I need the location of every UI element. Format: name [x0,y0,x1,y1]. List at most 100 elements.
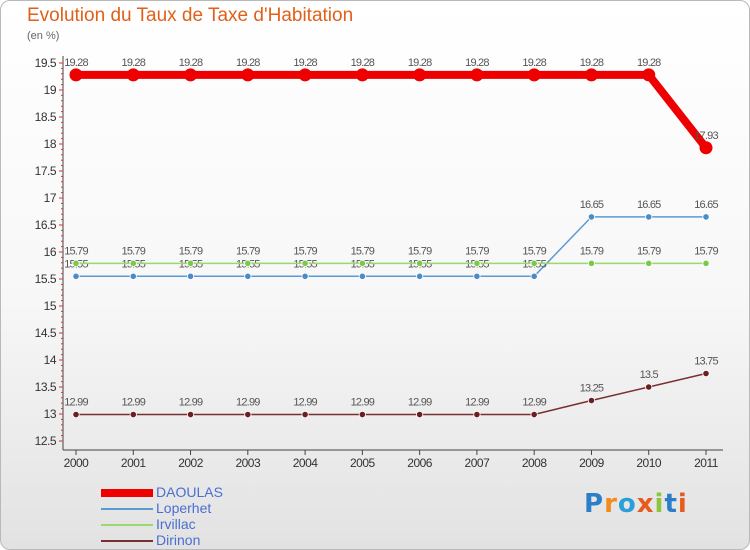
data-label-daoulas: 19.28 [637,57,661,69]
y-tick-label: 15 [44,299,57,313]
x-tick-label: 2006 [407,456,433,470]
y-tick-label: 13 [44,407,57,421]
x-tick-label: 2008 [522,456,548,470]
data-label-irvillac: 15.79 [637,245,661,257]
data-label-dirinon: 12.99 [64,397,88,409]
logo-letter: x [636,489,655,519]
data-point-loperhet [702,213,710,221]
data-point-dirinon [645,383,653,391]
data-label-dirinon: 12.99 [236,397,260,409]
data-label-dirinon: 12.99 [522,397,546,409]
data-point-daoulas [69,68,83,82]
data-label-irvillac: 15.79 [522,245,546,257]
x-tick-label: 2010 [636,456,662,470]
x-tick-label: 2011 [694,456,719,470]
data-label-dirinon: 12.99 [293,397,317,409]
x-tick-label: 2009 [579,456,605,470]
data-point-loperhet [645,213,653,221]
data-point-irvillac [645,259,653,267]
data-point-daoulas [355,68,369,82]
x-tick-label: 2003 [235,456,261,470]
data-point-dirinon [416,410,424,419]
data-point-dirinon [72,410,80,419]
data-point-daoulas [241,68,255,82]
legend-label: Dirinon [156,532,201,548]
data-point-dirinon [530,410,538,419]
y-tick-label: 18 [44,137,57,151]
data-label-dirinon: 12.99 [408,397,432,409]
data-point-loperhet [358,272,366,280]
y-tick-label: 17.5 [35,164,57,178]
data-point-irvillac [129,259,137,267]
data-label-irvillac: 15.79 [580,245,604,257]
y-tick-label: 15.5 [35,272,57,286]
logo-letter: P [584,489,605,519]
legend-swatch [101,540,153,542]
data-label-daoulas: 17.93 [694,130,718,142]
legend-item: DAOULAS [101,484,301,501]
y-tick-label: 12.5 [35,434,57,448]
legend-swatch [101,508,153,510]
y-tick-label: 19.5 [35,56,57,70]
data-point-daoulas [298,68,312,82]
data-label-irvillac: 15.79 [179,245,203,257]
data-label-daoulas: 19.28 [351,57,375,69]
data-label-daoulas: 19.28 [64,57,88,69]
legend-swatch [101,489,153,497]
data-point-loperhet [530,272,538,280]
data-label-irvillac: 15.79 [64,245,88,257]
data-label-dirinon: 12.99 [465,397,489,409]
data-point-loperhet [416,272,424,280]
data-label-irvillac: 15.79 [293,245,317,257]
data-point-irvillac [358,259,366,267]
data-point-dirinon [301,410,309,419]
data-point-loperhet [587,213,596,221]
x-tick-label: 2004 [293,456,319,470]
data-point-daoulas [584,68,598,82]
legend-item: Dirinon [101,532,301,549]
data-point-loperhet [186,272,195,280]
data-point-daoulas [699,141,713,155]
data-label-irvillac: 15.79 [408,245,432,257]
data-label-irvillac: 15.79 [465,245,489,257]
x-tick-label: 2005 [350,456,376,470]
data-label-daoulas: 19.28 [465,57,489,69]
x-tick-label: 2007 [465,456,491,470]
series-line-daoulas [72,70,710,152]
data-label-daoulas: 19.28 [236,57,260,69]
data-point-irvillac [416,259,424,267]
y-tick-label: 16 [44,245,57,259]
data-label-dirinon: 12.99 [179,397,203,409]
data-point-loperhet [129,272,137,280]
y-tick-label: 17 [44,191,57,205]
data-point-irvillac [186,259,195,267]
data-label-daoulas: 19.28 [293,57,317,69]
logo-letter: t [664,489,678,519]
logo-letter: i [654,489,665,519]
data-point-loperhet [473,272,481,280]
legend-label: Loperhet [156,500,212,516]
legend-item: Irvillac [101,516,301,533]
y-tick-label: 18.5 [35,110,57,124]
data-label-daoulas: 19.28 [122,57,146,69]
x-tick-label: 2000 [64,456,90,470]
data-point-dirinon [244,410,252,419]
x-tick-label: 2001 [121,456,147,470]
data-point-daoulas [126,68,140,82]
proxiti-logo: Proxiti [584,489,688,519]
legend-label: DAOULAS [156,484,223,500]
data-point-dirinon [587,396,596,405]
chart-title: Evolution du Taux de Taxe d'Habitation [27,5,354,26]
x-tick-label: 2002 [178,456,204,470]
legend-item: Loperhet [101,500,301,517]
data-point-dirinon [129,410,137,419]
data-label-dirinon: 13.25 [580,383,604,395]
data-label-irvillac: 15.79 [236,245,260,257]
y-tick-label: 16.5 [35,218,57,232]
logo-letter: o [617,489,637,519]
logo-letter: r [604,489,618,519]
data-label-daoulas: 19.28 [179,57,203,69]
data-point-irvillac [702,259,710,267]
